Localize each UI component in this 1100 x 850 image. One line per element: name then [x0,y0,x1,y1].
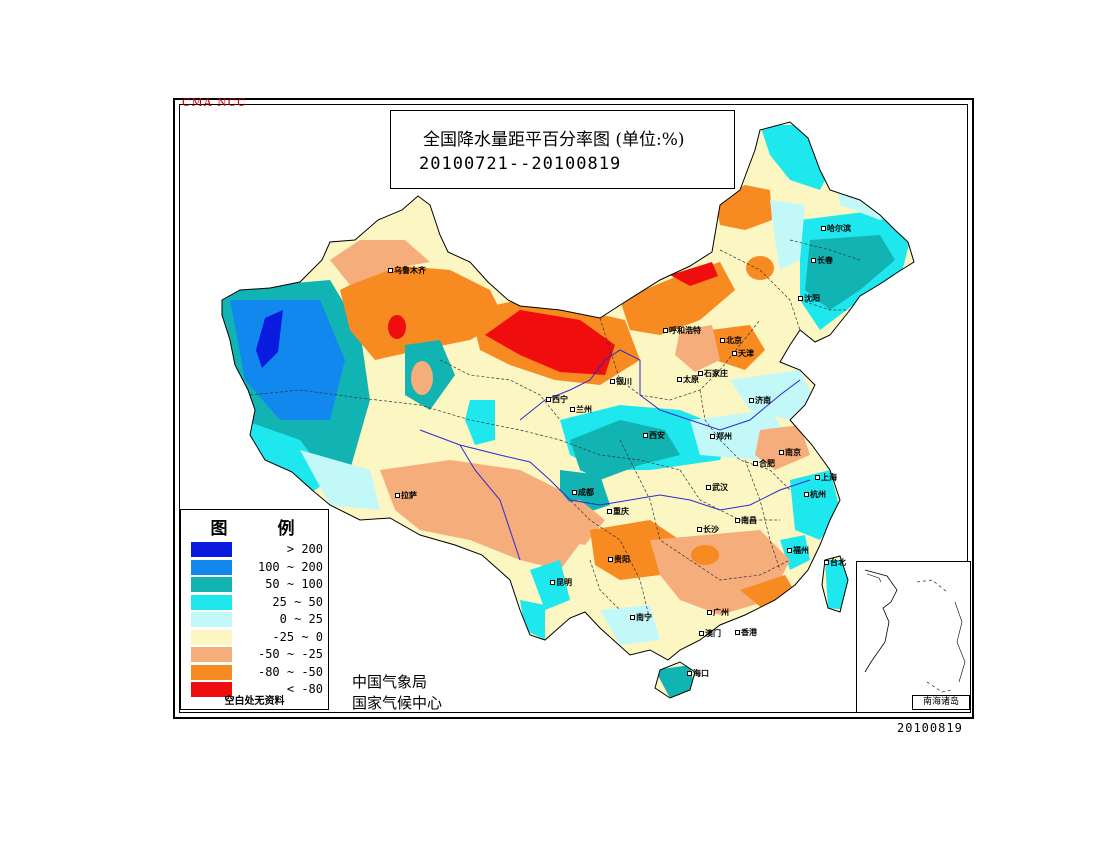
legend-label: 0 ~ 25 [279,612,323,626]
city-label: 合肥 [753,458,775,468]
legend-item: < -80 [191,682,323,698]
city-label: 澳门 [699,628,721,638]
rivers [419,349,811,561]
map-title: 全国降水量距平百分率图 (单位:%) [423,130,685,150]
legend-item: 0 ~ 25 [191,612,323,628]
city-label: 拉萨 [395,490,417,500]
city-label: 南宁 [630,612,652,622]
legend-label: < -80 [286,682,323,696]
legend-swatch [191,664,232,680]
city-label: 郑州 [710,431,732,441]
legend-title: 图 例 [210,519,317,539]
legend-label: -80 ~ -50 [257,664,323,679]
legend-swatch [191,647,232,662]
legend-item: > 200 [191,542,323,558]
map-title-box: 全国降水量距平百分率图 (单位:%) 20100721--20100819 [390,110,735,189]
agency-name-cma: 中国气象局 [352,673,428,691]
city-label: 广州 [707,607,729,617]
city-label: 乌鲁木齐 [388,265,426,275]
city-label: 济南 [749,395,771,405]
city-label: 西安 [643,430,665,440]
city-label: 长沙 [697,524,719,534]
inset-label: 南海诸岛 [912,695,970,710]
city-label: 南昌 [735,515,757,525]
city-label: 杭州 [804,489,826,499]
city-label: 哈尔滨 [821,223,851,233]
city-label: 北京 [720,335,742,345]
legend-label: 50 ~ 100 [265,577,323,591]
map-inner-frame [179,104,968,713]
legend-note: 空白处无资料 [224,696,285,707]
city-label: 天津 [732,348,754,358]
city-label: 银川 [610,376,632,386]
city-label: 海口 [687,668,709,678]
issue-date: 20100819 [897,721,963,735]
city-label: 重庆 [607,506,629,516]
agency-code-label: CMA NCC [182,96,247,109]
legend-label: 25 ~ 50 [272,594,323,609]
agency-name-ncc: 国家气候中心 [352,694,443,712]
city-label: 武汉 [706,482,728,492]
legend-swatch [191,594,232,610]
city-label: 福州 [787,545,809,555]
legend-item: 50 ~ 100 [191,577,323,593]
legend-label: 100 ~ 200 [257,559,323,574]
legend-label: -50 ~ -25 [257,647,323,661]
city-label: 上海 [815,472,837,482]
date-range: 20100721--20100819 [419,154,622,174]
legend-label: > 200 [286,542,323,556]
city-label: 呼和浩特 [663,325,701,335]
city-label: 香港 [735,627,757,637]
city-label: 太原 [677,374,699,384]
city-label: 石家庄 [698,368,728,378]
city-label: 西宁 [546,394,568,404]
city-label: 贵阳 [608,554,630,564]
city-label: 南京 [779,447,801,457]
city-label: 沈阳 [798,293,820,303]
city-label: 台北 [824,557,846,567]
legend-item: -80 ~ -50 [191,664,323,681]
legend-item: 25 ~ 50 [191,594,323,611]
city-label: 长春 [811,255,833,265]
city-label: 昆明 [550,577,572,587]
legend-swatch [191,629,232,645]
legend-item: -50 ~ -25 [191,647,323,663]
map-outer-frame [173,98,974,719]
city-label: 成都 [572,487,594,497]
inset-coastline [864,569,966,693]
south-china-sea-inset [856,561,971,713]
legend-swatch [191,559,232,575]
legend-item: -25 ~ 0 [191,629,323,646]
city-label: 兰州 [570,404,592,414]
legend-swatch [191,577,232,592]
country-border [221,121,915,699]
legend-item: 100 ~ 200 [191,559,323,576]
legend-swatch [191,542,232,557]
legend-box: 图 例 > 200 100 ~ 200 50 ~ 100 25 ~ 50 0 ~ 25 -… [180,509,329,710]
legend-swatch [191,682,232,697]
legend-label: -25 ~ 0 [272,629,323,644]
legend-swatch [191,612,232,627]
